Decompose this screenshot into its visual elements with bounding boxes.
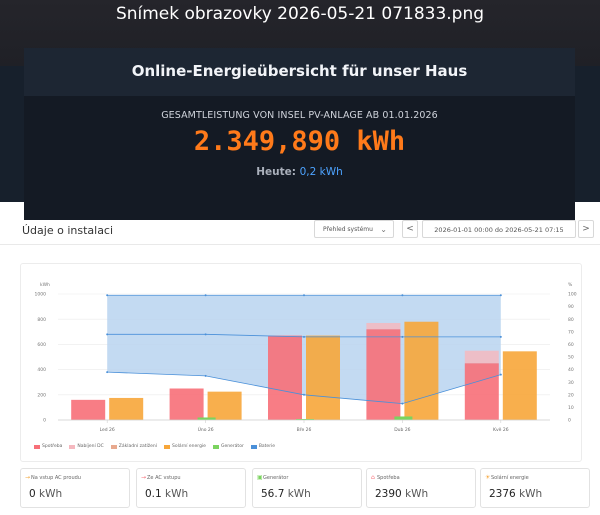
stat-unit: kWh	[287, 488, 311, 500]
stat-number: 56.7	[261, 488, 288, 500]
legend-label: Spotřeba	[42, 444, 63, 449]
stat-label: Ze AC vstupu	[147, 475, 181, 481]
consumption-icon: ⌂	[371, 474, 375, 481]
stat-number: 0.1	[145, 488, 166, 500]
today-energy: Heute: 0,2 kWh	[24, 166, 575, 178]
chart-card	[20, 263, 582, 462]
stat-value: 0.1 kWh	[145, 488, 188, 500]
legend-item[interactable]: Baterie	[250, 444, 276, 449]
energy-banner: Online-Energieübersicht für unser Haus G…	[24, 48, 575, 220]
stat-card: ⌂ Spotřeba 2390 kWh	[366, 468, 476, 508]
stat-unit: kWh	[165, 488, 189, 500]
legend-label: Základní zatížení	[118, 444, 157, 449]
legend-item[interactable]: Spotřeba	[34, 444, 62, 449]
legend-item[interactable]: Nabíjení DC	[69, 444, 104, 449]
arrow-right-icon: →	[141, 474, 147, 481]
legend-label: Nabíjení DC	[77, 444, 104, 449]
stat-card: ▣ Generátor 56.7 kWh	[252, 468, 362, 508]
today-value: 0,2 kWh	[299, 166, 343, 178]
banner-title: Online-Energieübersicht für unser Haus	[131, 62, 468, 80]
date-range-picker[interactable]: 2026-01-01 00:00 do 2026-05-21 07:15	[422, 220, 576, 238]
legend-item[interactable]: Základní zatížení	[110, 444, 157, 449]
legend-swatch	[34, 444, 40, 449]
prev-button[interactable]: <	[402, 220, 418, 238]
file-title: Snímek obrazovky 2026-05-21 071833.png	[115, 4, 485, 24]
stat-label: Spotřeba	[377, 475, 400, 481]
separator	[0, 244, 600, 245]
legend-swatch	[250, 444, 257, 449]
section-title: Údaje o instalaci	[22, 224, 114, 237]
stat-value: 0 kWh	[29, 488, 62, 500]
stat-unit: kWh	[39, 488, 63, 500]
solar-icon: ☀	[485, 474, 491, 481]
stat-value: 2390 kWh	[375, 488, 428, 500]
banner-subtitle: GESAMTLEISTUNG VON INSEL PV-ANLAGE AB 01…	[161, 110, 438, 121]
legend-label: Baterie	[258, 444, 276, 449]
stat-card: → Ze AC vstupu 0.1 kWh	[136, 468, 246, 508]
stat-value: 56.7 kWh	[261, 488, 311, 500]
stat-unit: kWh	[405, 488, 429, 500]
legend-item[interactable]: Solární energie	[163, 444, 206, 449]
stat-number: 0	[29, 488, 40, 500]
next-button[interactable]: >	[578, 220, 594, 238]
stat-number: 2376	[489, 488, 520, 500]
stat-label: Solární energie	[491, 475, 529, 481]
total-energy: 2.349,890 kWh	[193, 126, 406, 157]
stat-value: 2376 kWh	[489, 488, 542, 500]
chevron-down-icon: ⌄	[380, 225, 387, 234]
chart-legend: Spotřeba Nabíjení DC Základní zatížení Solá…	[34, 444, 275, 449]
legend-item[interactable]: Generátor	[212, 444, 244, 449]
today-label: Heute:	[256, 166, 296, 178]
legend-swatch	[69, 444, 76, 449]
stat-label: Na vstup AC proudu	[31, 475, 81, 481]
stat-card: ☀ Solární energie 2376 kWh	[480, 468, 590, 508]
stat-number: 2390	[375, 488, 406, 500]
view-select-value: Přehled systému	[323, 226, 373, 233]
stat-label: Generátor	[263, 475, 289, 481]
generator-icon: ▣	[257, 474, 263, 481]
legend-swatch	[163, 444, 170, 449]
view-select[interactable]: Přehled systému ⌄	[314, 220, 394, 238]
legend-swatch	[110, 444, 117, 449]
arrow-right-icon: →	[25, 474, 31, 481]
stat-unit: kWh	[519, 488, 543, 500]
legend-label: Generátor	[220, 444, 244, 449]
legend-label: Solární energie	[171, 444, 206, 449]
legend-swatch	[212, 444, 219, 449]
stat-card: → Na vstup AC proudu 0 kWh	[20, 468, 130, 508]
banner-header: Online-Energieübersicht für unser Haus	[24, 48, 575, 96]
